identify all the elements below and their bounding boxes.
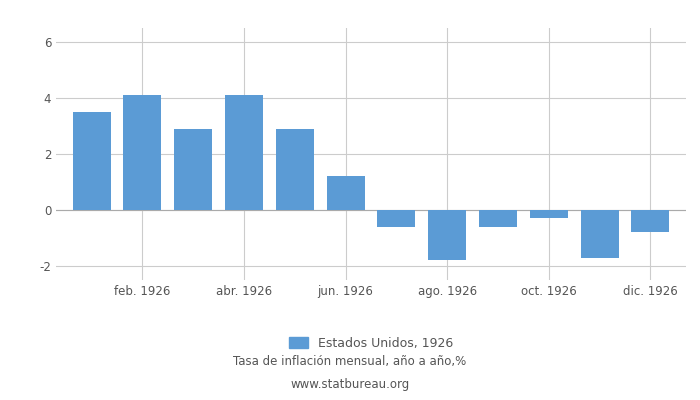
Bar xyxy=(479,210,517,227)
Bar xyxy=(73,112,111,210)
Bar xyxy=(580,210,619,258)
Bar xyxy=(174,129,212,210)
Legend: Estados Unidos, 1926: Estados Unidos, 1926 xyxy=(284,332,458,355)
Bar xyxy=(326,176,365,210)
Bar xyxy=(276,129,314,210)
Bar xyxy=(123,95,162,210)
Bar xyxy=(530,210,568,218)
Text: www.statbureau.org: www.statbureau.org xyxy=(290,378,410,391)
Bar xyxy=(631,210,669,232)
Bar xyxy=(377,210,416,227)
Bar xyxy=(428,210,466,260)
Bar xyxy=(225,95,263,210)
Text: Tasa de inflación mensual, año a año,%: Tasa de inflación mensual, año a año,% xyxy=(233,356,467,368)
